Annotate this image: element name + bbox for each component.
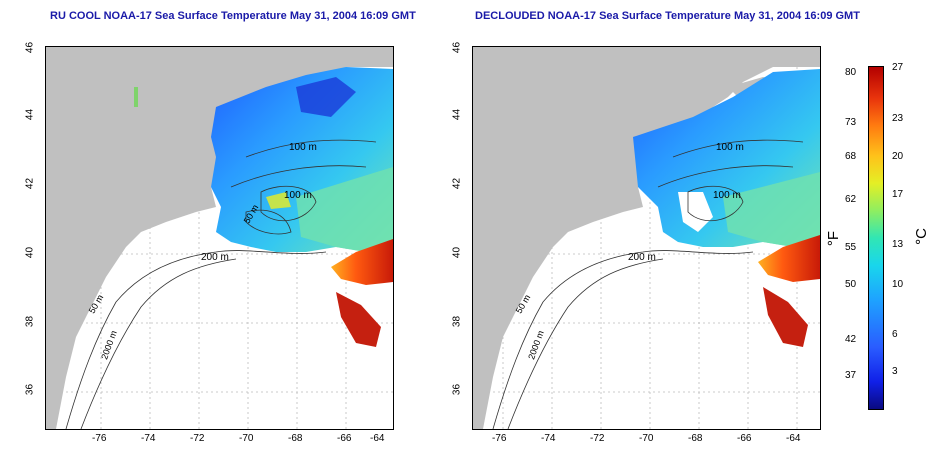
left-sst-map: 100 m 100 m 200 m 50 m 50 m 2000 m bbox=[45, 46, 394, 430]
y-tick: 38 bbox=[24, 315, 36, 328]
c-tick: 27 bbox=[892, 62, 904, 73]
x-tick: -76 bbox=[492, 433, 507, 444]
f-tick: 42 bbox=[845, 334, 857, 345]
y-tick: 42 bbox=[24, 177, 36, 190]
c-tick: 20 bbox=[892, 151, 904, 162]
x-tick: -72 bbox=[190, 433, 205, 444]
y-tick: 38 bbox=[451, 315, 463, 328]
contour-label-100m-b: 100 m bbox=[716, 142, 744, 153]
f-tick: 62 bbox=[845, 194, 857, 205]
contour-label-100m-a: 100 m bbox=[713, 190, 741, 201]
sst-speckle bbox=[134, 87, 138, 107]
right-map-canvas bbox=[473, 47, 820, 429]
contour-label-100m-a: 100 m bbox=[284, 190, 312, 201]
c-tick: 3 bbox=[892, 366, 898, 377]
sst-yellow-patch bbox=[266, 192, 291, 209]
sst-gulf-stream bbox=[331, 239, 393, 285]
contour-label-100m-b: 100 m bbox=[289, 142, 317, 153]
y-tick: 40 bbox=[451, 246, 463, 259]
land-mass bbox=[473, 47, 820, 429]
y-tick: 46 bbox=[451, 41, 463, 54]
x-tick: -70 bbox=[239, 433, 254, 444]
x-tick: -72 bbox=[590, 433, 605, 444]
c-tick: 13 bbox=[892, 239, 904, 250]
fahrenheit-unit-label: °F bbox=[825, 230, 843, 247]
y-tick: 42 bbox=[451, 177, 463, 190]
left-map-title: RU COOL NOAA-17 Sea Surface Temperature … bbox=[50, 10, 416, 22]
x-tick: -70 bbox=[639, 433, 654, 444]
contour-label-200m: 200 m bbox=[201, 252, 229, 263]
right-sst-map: 100 m 100 m 200 m 50 m 2000 m bbox=[472, 46, 821, 430]
c-tick: 6 bbox=[892, 329, 898, 340]
land-mass bbox=[46, 47, 393, 429]
x-tick: -68 bbox=[288, 433, 303, 444]
x-tick: -64 bbox=[370, 433, 385, 444]
sst-cloud-gap bbox=[678, 192, 713, 232]
sst-blue-patch bbox=[296, 77, 356, 117]
temperature-colorbar bbox=[868, 66, 884, 410]
c-tick: 23 bbox=[892, 113, 904, 124]
f-tick: 50 bbox=[845, 279, 857, 290]
c-tick: 17 bbox=[892, 189, 904, 200]
y-tick: 36 bbox=[451, 383, 463, 396]
x-tick: -74 bbox=[141, 433, 156, 444]
sst-green-band bbox=[296, 167, 393, 252]
bathymetry-contours bbox=[492, 139, 804, 429]
y-tick: 36 bbox=[24, 383, 36, 396]
x-tick: -74 bbox=[541, 433, 556, 444]
sst-warm-eddy bbox=[763, 287, 808, 347]
y-tick: 46 bbox=[24, 41, 36, 54]
x-tick: -66 bbox=[337, 433, 352, 444]
x-tick: -64 bbox=[786, 433, 801, 444]
right-map-title: DECLOUDED NOAA-17 Sea Surface Temperatur… bbox=[475, 10, 860, 22]
f-tick: 68 bbox=[845, 151, 857, 162]
sst-green-band bbox=[723, 172, 820, 247]
y-tick: 40 bbox=[24, 246, 36, 259]
sst-gulf-stream bbox=[758, 235, 820, 282]
y-tick: 44 bbox=[451, 108, 463, 121]
f-tick: 55 bbox=[845, 242, 857, 253]
bathymetry-contours bbox=[65, 139, 377, 429]
x-tick: -66 bbox=[737, 433, 752, 444]
x-tick: -68 bbox=[688, 433, 703, 444]
f-tick: 73 bbox=[845, 117, 857, 128]
y-tick: 44 bbox=[24, 108, 36, 121]
left-map-canvas bbox=[46, 47, 393, 429]
c-tick: 10 bbox=[892, 279, 904, 290]
x-tick: -76 bbox=[92, 433, 107, 444]
f-tick: 80 bbox=[845, 67, 857, 78]
celsius-unit-label: °C bbox=[912, 228, 930, 245]
f-tick: 37 bbox=[845, 370, 857, 381]
sst-warm-eddy bbox=[336, 292, 381, 347]
contour-label-200m: 200 m bbox=[628, 252, 656, 263]
